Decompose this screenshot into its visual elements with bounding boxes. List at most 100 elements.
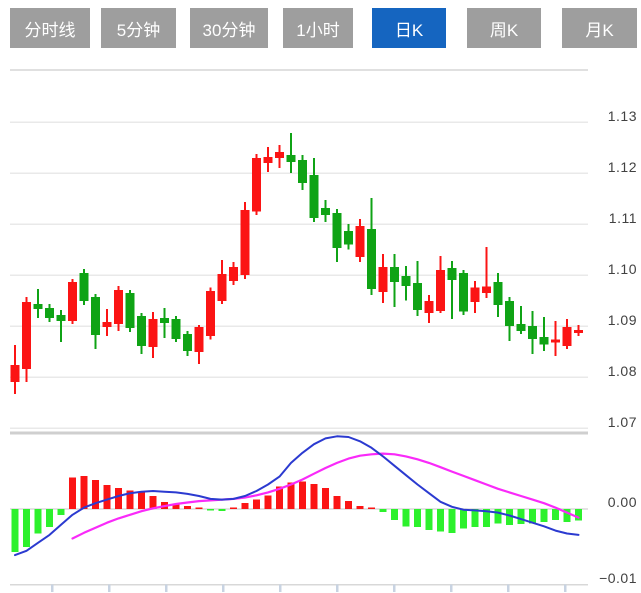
dea-line: [71, 452, 580, 540]
macd-bar-negative: [34, 509, 42, 534]
macd-bar-positive: [230, 507, 237, 509]
macd-bar-positive: [241, 503, 249, 509]
macd-bar-negative: [483, 509, 490, 527]
tab-monthly-k[interactable]: 月K: [562, 8, 637, 48]
macd-bar-negative: [494, 509, 502, 524]
candle-down: [183, 334, 192, 351]
candle-up: [194, 327, 204, 352]
macd-bar-positive: [184, 506, 191, 509]
price-tick-label: 1.10: [608, 261, 637, 277]
macd-bar-negative: [11, 509, 19, 553]
macd-bar-positive: [126, 490, 134, 509]
macd-bar-positive: [356, 506, 364, 509]
candle-down: [344, 231, 353, 245]
macd-bar-positive: [345, 501, 352, 509]
candle-down: [447, 267, 457, 281]
macd-bar-negative: [563, 509, 571, 522]
macd-bar-negative: [529, 509, 536, 524]
candle-down: [160, 317, 169, 323]
candle-up: [436, 269, 445, 312]
macd-bar-negative: [517, 509, 525, 525]
price-tick-label: 1.08: [608, 363, 637, 379]
tab-5min[interactable]: 5分钟: [101, 8, 176, 48]
candle-down: [286, 155, 296, 163]
price-tick-label: 1.11: [609, 210, 637, 226]
candle-up: [424, 301, 434, 314]
macd-bar-negative: [57, 509, 65, 515]
candle-up: [482, 286, 491, 293]
candle-down: [528, 326, 537, 339]
macd-bar-positive: [149, 496, 157, 509]
tab-1hour[interactable]: 1小时: [283, 8, 353, 48]
candle-up: [114, 289, 123, 324]
candle-down: [125, 292, 135, 328]
macd-bar-positive: [264, 495, 272, 509]
macd-bar-negative: [402, 509, 410, 527]
macd-bar-negative: [391, 509, 398, 520]
macd-bar-positive: [253, 499, 260, 509]
candle-down: [413, 283, 422, 311]
candle-down: [79, 273, 89, 302]
candle-down: [137, 315, 146, 346]
tab-minute-line[interactable]: 分时线: [10, 8, 90, 48]
dif-line: [14, 435, 580, 557]
candle-down: [401, 276, 411, 287]
candle-down: [505, 301, 514, 326]
tab-daily-k[interactable]: 日K: [372, 8, 446, 48]
macd-bar-positive: [80, 475, 88, 509]
period-toolbar: 分时线 5分钟 30分钟 1小时 日K 周K 月K: [0, 0, 641, 56]
candle-down: [332, 212, 342, 248]
tab-30min[interactable]: 30分钟: [190, 8, 268, 48]
candle-up: [551, 339, 560, 343]
tab-weekly-k[interactable]: 周K: [467, 8, 541, 48]
macd-bar-negative: [540, 509, 548, 522]
candle-down: [539, 337, 549, 345]
macd-bar-positive: [103, 485, 111, 509]
candle-up: [10, 364, 20, 383]
price-tick-label: 1.12: [608, 159, 637, 175]
macd-bar-negative: [437, 509, 444, 532]
macd-bar-negative: [460, 509, 467, 529]
macd-bar-positive: [368, 507, 375, 509]
macd-histogram: [11, 475, 582, 553]
candle-up: [229, 266, 238, 282]
candle-up: [355, 226, 365, 258]
macd-bar-negative: [207, 509, 214, 511]
x-axis-ticks: [50, 584, 567, 592]
macd-bar-negative: [414, 509, 421, 527]
candle-down: [321, 208, 330, 215]
candle-up: [378, 266, 388, 292]
price-axis-labels: 1.13 1.12 1.11 1.10 1.09 1.08 1.07: [608, 108, 637, 430]
macd-bar-positive: [195, 507, 203, 509]
macd-tick-label: −0.01: [599, 570, 637, 586]
macd-tick-label: 0.00: [608, 494, 637, 510]
macd-bar-negative: [379, 509, 387, 512]
price-tick-label: 1.09: [608, 312, 637, 328]
candle-down: [516, 324, 526, 332]
macd-bar-negative: [218, 509, 226, 512]
candles-layer: [10, 133, 583, 394]
candle-up: [148, 318, 158, 347]
macd-bar-positive: [69, 477, 76, 509]
candle-down: [367, 229, 376, 289]
candle-up: [240, 210, 250, 275]
macd-bar-positive: [287, 482, 295, 509]
candle-up: [206, 290, 215, 337]
macd-bar-positive: [172, 503, 180, 509]
candle-down: [45, 308, 54, 318]
candle-down: [309, 175, 319, 218]
macd-bar-negative: [552, 509, 559, 520]
candle-up: [470, 287, 480, 302]
price-tick-label: 1.13: [608, 108, 637, 124]
candle-up: [562, 327, 572, 346]
macd-bar-positive: [92, 480, 99, 509]
macd-bar-negative: [471, 509, 479, 527]
macd-bar-negative: [575, 509, 582, 521]
candle-down: [56, 314, 66, 321]
candle-up: [252, 158, 261, 212]
candle-up: [275, 152, 284, 159]
candle-up: [217, 274, 227, 301]
macd-bar-negative: [46, 509, 53, 527]
